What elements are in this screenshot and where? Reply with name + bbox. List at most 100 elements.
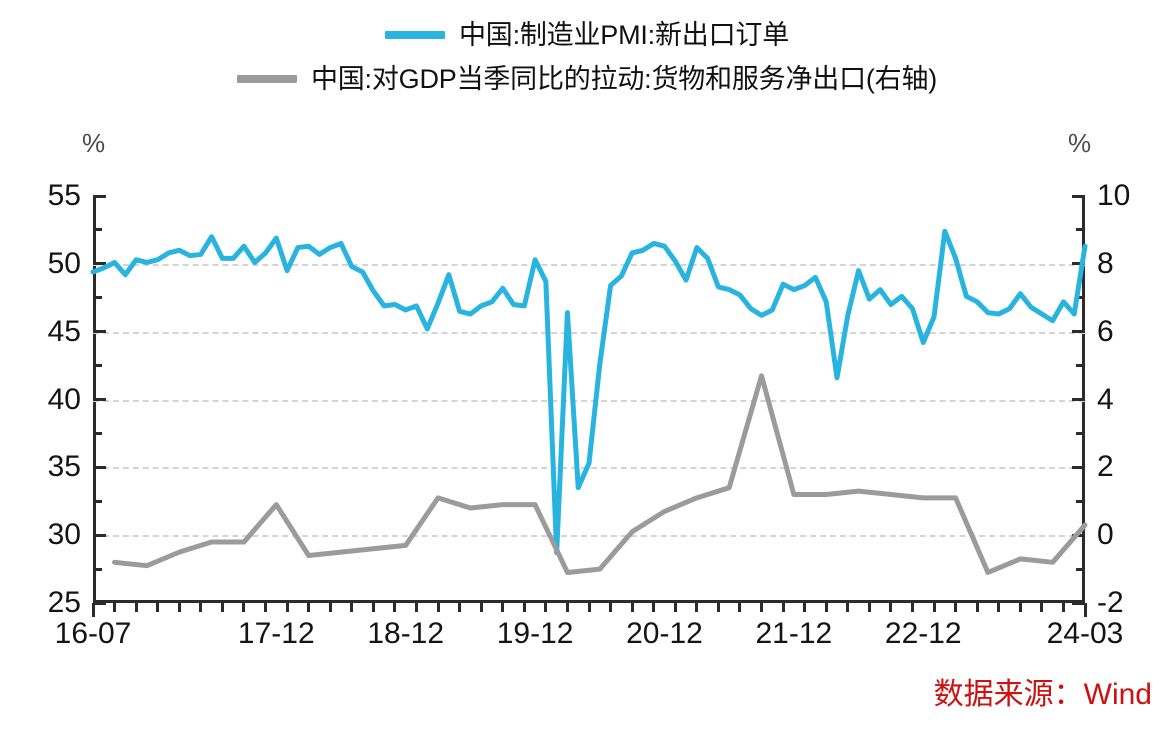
x-minor-tick	[1061, 603, 1065, 612]
x-minor-tick	[414, 603, 418, 612]
x-minor-tick	[350, 603, 354, 612]
x-minor-tick	[716, 603, 720, 612]
x-minor-tick	[199, 603, 203, 612]
x-tick-label: 16-07	[54, 617, 132, 650]
line-pmi	[90, 228, 1088, 556]
line-net-exports	[112, 373, 1088, 575]
right-tick	[1072, 465, 1085, 469]
left-tick-label: 35	[47, 450, 81, 484]
x-minor-tick	[242, 603, 246, 612]
gridline	[93, 331, 1085, 334]
left-tick	[93, 601, 106, 605]
x-minor-tick	[565, 603, 569, 612]
left-tick-label: 40	[47, 382, 81, 416]
right-tick	[1072, 330, 1085, 334]
right-tick-label: 10	[1097, 179, 1131, 212]
x-minor-tick	[371, 603, 375, 612]
right-minor-tick	[1076, 499, 1085, 503]
gridline	[93, 263, 1085, 266]
left-tick-label: 50	[47, 246, 81, 280]
right-minor-tick	[1076, 431, 1085, 435]
right-minor-tick	[1076, 364, 1085, 368]
legend-label-pmi: 中国:制造业PMI:新出口订单	[458, 20, 789, 50]
left-minor-tick	[93, 364, 102, 368]
x-minor-tick	[285, 603, 289, 612]
x-minor-tick	[436, 603, 440, 612]
left-tick	[93, 330, 106, 334]
right-minor-tick	[1076, 228, 1085, 232]
right-tick	[1072, 194, 1085, 198]
x-tick-label: 19-12	[496, 617, 574, 650]
x-minor-tick	[177, 603, 181, 612]
x-minor-tick	[867, 603, 871, 612]
x-tick-label: 17-12	[237, 617, 315, 650]
x-minor-tick	[652, 603, 656, 612]
left-minor-tick	[93, 567, 102, 571]
x-minor-tick	[264, 603, 268, 612]
gridline	[93, 399, 1085, 402]
x-minor-tick	[695, 603, 699, 612]
legend-swatch-pmi	[384, 31, 445, 39]
right-axis-unit: %	[1068, 128, 1092, 158]
x-minor-tick	[522, 603, 526, 612]
right-minor-tick	[1076, 567, 1085, 571]
x-minor-tick	[479, 603, 483, 612]
left-tick-label: 30	[47, 518, 81, 552]
legend-swatch-net-exports	[236, 75, 297, 83]
left-tick-label: 25	[47, 586, 81, 619]
x-tick-label: 24-03	[1046, 617, 1124, 650]
x-minor-tick	[932, 603, 936, 612]
left-tick	[93, 533, 106, 537]
right-tick	[1072, 262, 1085, 266]
x-minor-tick	[889, 603, 893, 612]
left-tick	[93, 262, 106, 266]
x-minor-tick	[997, 603, 1001, 612]
x-minor-tick	[738, 603, 742, 612]
chart-legend: 中国:制造业PMI:新出口订单 中国:对GDP当季同比的拉动:货物和服务净出口(…	[0, 18, 1174, 96]
bottom-axis-line	[93, 600, 1085, 603]
x-minor-tick	[954, 603, 958, 612]
x-minor-tick	[307, 603, 311, 612]
x-minor-tick	[630, 603, 634, 612]
left-tick	[93, 194, 106, 198]
x-tick-label: 21-12	[755, 617, 833, 650]
legend-label-net-exports: 中国:对GDP当季同比的拉动:货物和服务净出口(右轴)	[310, 64, 938, 94]
x-tick-label: 20-12	[626, 617, 703, 650]
x-tick-label: 18-12	[367, 617, 445, 650]
x-minor-tick	[458, 603, 462, 612]
x-minor-tick	[587, 603, 591, 612]
x-minor-tick	[760, 603, 764, 612]
right-tick-label: 4	[1097, 382, 1114, 416]
left-minor-tick	[93, 499, 102, 503]
left-minor-tick	[93, 228, 102, 232]
left-tick	[93, 398, 106, 401]
x-major-tick	[1083, 603, 1087, 617]
x-minor-tick	[1040, 603, 1044, 612]
source-note: 数据来源：Wind	[933, 678, 1152, 711]
right-tick-label: 0	[1097, 518, 1114, 552]
x-minor-tick	[975, 603, 979, 612]
left-minor-tick	[93, 431, 102, 435]
x-minor-tick	[1018, 603, 1022, 612]
left-minor-tick	[93, 296, 102, 300]
x-minor-tick	[501, 603, 505, 612]
left-tick-label: 45	[47, 314, 81, 348]
x-minor-tick	[673, 603, 677, 612]
x-minor-tick	[393, 603, 397, 612]
x-minor-tick	[824, 603, 828, 612]
left-tick-label: 55	[47, 179, 81, 212]
right-tick	[1072, 601, 1085, 605]
right-tick-label: 2	[1097, 450, 1114, 484]
series-lines	[90, 228, 1088, 575]
x-tick-label: 22-12	[884, 617, 962, 650]
legend-item-pmi: 中国:制造业PMI:新出口订单	[384, 18, 789, 52]
right-tick	[1072, 398, 1085, 401]
x-minor-tick	[803, 603, 807, 612]
x-minor-tick	[609, 603, 613, 612]
right-tick-label: -2	[1097, 586, 1124, 619]
left-axis-unit: %	[82, 128, 106, 158]
x-minor-tick	[134, 603, 138, 612]
x-minor-tick	[328, 603, 332, 612]
right-tick-label: 8	[1097, 246, 1114, 280]
plot-area: 25 30 35 40 45 50 55 -2 0 2 4 6 8 10 16-07 17-12 18-12…	[48, 181, 1131, 649]
